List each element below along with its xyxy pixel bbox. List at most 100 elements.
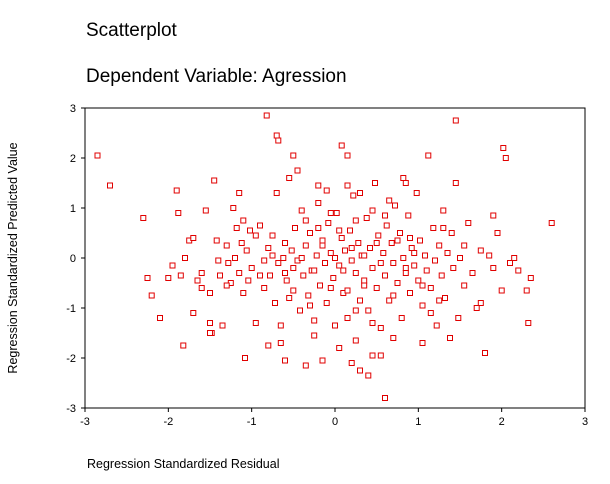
- data-point: [269, 232, 276, 239]
- data-point: [332, 255, 338, 261]
- data-point: [213, 237, 220, 244]
- data-point: [344, 152, 351, 159]
- data-point: [388, 240, 395, 246]
- data-point: [242, 355, 248, 361]
- data-point: [236, 190, 243, 196]
- x-tick-label: -3: [80, 416, 90, 428]
- data-point: [386, 297, 393, 304]
- data-point: [433, 322, 440, 329]
- data-point: [286, 295, 293, 301]
- data-point: [407, 290, 413, 296]
- data-point: [357, 190, 363, 196]
- data-point: [207, 290, 213, 296]
- x-axis-title: Regression Standardized Residual: [87, 457, 279, 471]
- data-point: [240, 290, 247, 296]
- data-point: [398, 315, 405, 321]
- data-point: [302, 217, 309, 224]
- data-point: [198, 285, 205, 291]
- data-point: [273, 132, 280, 139]
- data-point: [408, 245, 415, 251]
- data-point: [207, 320, 213, 326]
- data-point: [450, 265, 457, 271]
- data-point: [305, 292, 312, 299]
- data-point: [317, 282, 323, 289]
- data-point: [261, 257, 268, 264]
- data-point: [390, 292, 397, 299]
- data-point: [369, 265, 376, 271]
- data-point: [297, 307, 303, 314]
- data-point: [367, 245, 373, 251]
- data-point: [425, 152, 432, 159]
- data-point: [223, 282, 230, 289]
- data-point: [500, 145, 507, 151]
- data-point: [365, 307, 372, 314]
- data-point: [377, 260, 384, 266]
- data-point: [363, 215, 370, 221]
- data-point: [525, 320, 532, 326]
- data-point: [140, 215, 147, 221]
- data-point: [261, 285, 268, 291]
- data-point: [422, 252, 428, 259]
- x-tick-label: -2: [163, 416, 173, 428]
- data-point: [373, 240, 380, 246]
- data-point: [444, 250, 451, 256]
- data-point: [413, 190, 420, 196]
- data-point: [177, 272, 184, 279]
- data-point: [302, 242, 309, 249]
- data-point: [169, 262, 176, 269]
- data-point: [523, 287, 530, 294]
- data-point: [377, 325, 384, 331]
- x-tick-label: 0: [332, 416, 338, 428]
- data-point: [292, 225, 298, 231]
- data-point: [275, 137, 282, 144]
- data-point: [402, 180, 409, 186]
- data-point: [252, 320, 259, 326]
- data-point: [288, 247, 295, 254]
- data-point: [397, 230, 403, 236]
- axis-ticks: -3 -2 -1 0 1 2 3 3 2 1 0 -1 -2 -3: [66, 103, 588, 428]
- data-point: [386, 197, 393, 204]
- data-point: [348, 257, 355, 264]
- data-point: [219, 322, 226, 329]
- data-point: [461, 282, 468, 289]
- data-point: [344, 287, 351, 294]
- data-point: [373, 285, 380, 291]
- data-point: [486, 252, 493, 259]
- data-point: [423, 267, 430, 274]
- y-tick-label: -2: [66, 353, 76, 365]
- x-tick-label: -1: [247, 416, 257, 428]
- y-axis-title: Regression Standardized Predicted Value: [6, 142, 20, 373]
- data-point: [411, 250, 418, 256]
- data-point: [322, 260, 328, 266]
- data-point: [327, 285, 334, 291]
- data-point: [330, 275, 337, 281]
- data-point: [361, 252, 368, 259]
- data-point: [173, 187, 180, 194]
- data-point: [415, 277, 422, 284]
- data-point: [265, 342, 272, 349]
- data-point: [382, 212, 388, 219]
- data-point: [311, 332, 318, 339]
- data-point: [298, 207, 305, 214]
- data-point: [402, 265, 409, 271]
- data-point: [236, 270, 243, 276]
- data-point: [313, 252, 320, 259]
- data-point: [211, 177, 218, 184]
- data-point: [511, 255, 518, 261]
- data-point: [273, 190, 280, 196]
- data-point: [267, 272, 273, 279]
- data-point: [290, 152, 297, 159]
- data-point: [336, 345, 343, 351]
- x-tick-label: 3: [582, 416, 588, 428]
- data-point: [327, 210, 334, 216]
- y-tick-label: 3: [70, 103, 76, 115]
- data-point: [340, 267, 347, 274]
- data-point: [382, 272, 388, 279]
- data-point: [375, 232, 382, 239]
- data-point: [290, 287, 297, 294]
- data-point: [477, 247, 484, 254]
- y-tick-label: 2: [70, 153, 76, 165]
- data-point: [482, 350, 488, 356]
- data-point: [432, 257, 438, 264]
